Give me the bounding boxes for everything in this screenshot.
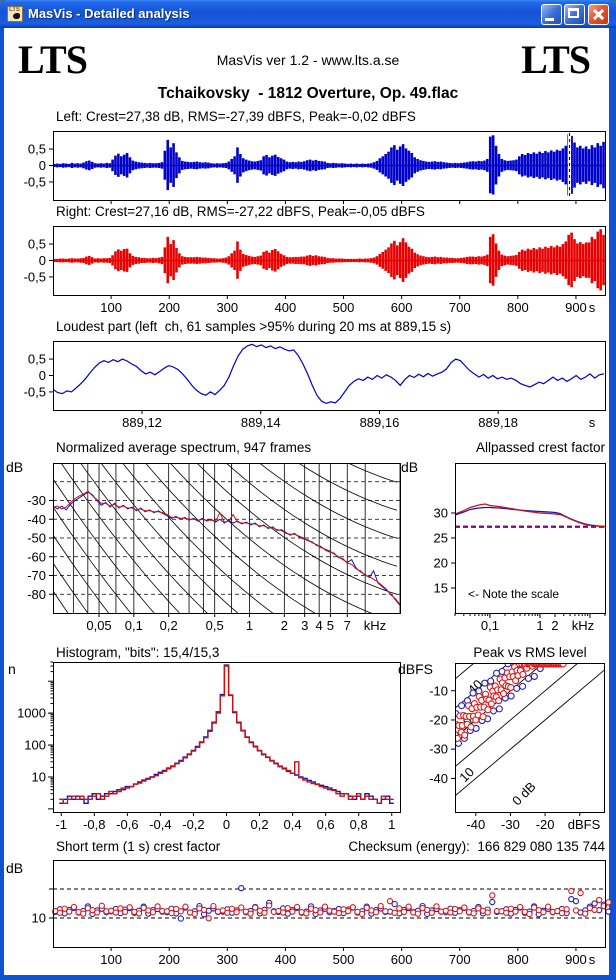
app-icon: LTS xyxy=(7,6,23,22)
titlebar[interactable]: LTS MasVis - Detailed analysis xyxy=(0,0,616,28)
right-waveform-title: Right: Crest=27,16 dB, RMS=-27,22 dBFS, … xyxy=(56,204,425,219)
note-the-scale: <- Note the scale xyxy=(468,587,560,601)
allpassed-y-label: dB xyxy=(401,459,419,475)
loudest-part-title: Loudest part (left ch, 61 samples >95% d… xyxy=(56,319,452,334)
histogram-title: Histogram, "bits": 15,4/15,3 xyxy=(56,645,220,660)
peak-vs-rms-y-label: dBFS xyxy=(398,661,434,677)
maximize-button[interactable] xyxy=(564,4,585,25)
file-title: Tchaikovsky - 1812 Overture, Op. 49.flac xyxy=(157,85,459,102)
lts-logo-right: LTS xyxy=(521,37,591,82)
checksum-label: Checksum (energy): 166 829 080 135 744 xyxy=(348,839,605,854)
version-line: MasVis ver 1.2 - www.lts.a.se xyxy=(216,52,400,68)
window-title: MasVis - Detailed analysis xyxy=(28,6,190,21)
histogram-y-label: n xyxy=(8,661,16,677)
close-button[interactable] xyxy=(588,4,609,25)
left-waveform-title: Left: Crest=27,38 dB, RMS=-27,39 dBFS, P… xyxy=(56,109,416,124)
allpassed-title: Allpassed crest factor xyxy=(475,440,605,455)
analysis-area xyxy=(4,28,609,975)
spectrum-y-label: dB xyxy=(6,459,24,475)
lts-logo-left: LTS xyxy=(18,37,88,82)
app-icon-text: LTS xyxy=(9,7,20,13)
peak-vs-rms-title: Peak vs RMS level xyxy=(473,645,587,660)
short-term-crest-title: Short term (1 s) crest factor xyxy=(56,839,221,854)
stc-y-label: dB xyxy=(6,860,24,876)
minimize-button[interactable] xyxy=(541,4,562,25)
spectrum-title: Normalized average spectrum, 947 frames xyxy=(56,440,312,455)
